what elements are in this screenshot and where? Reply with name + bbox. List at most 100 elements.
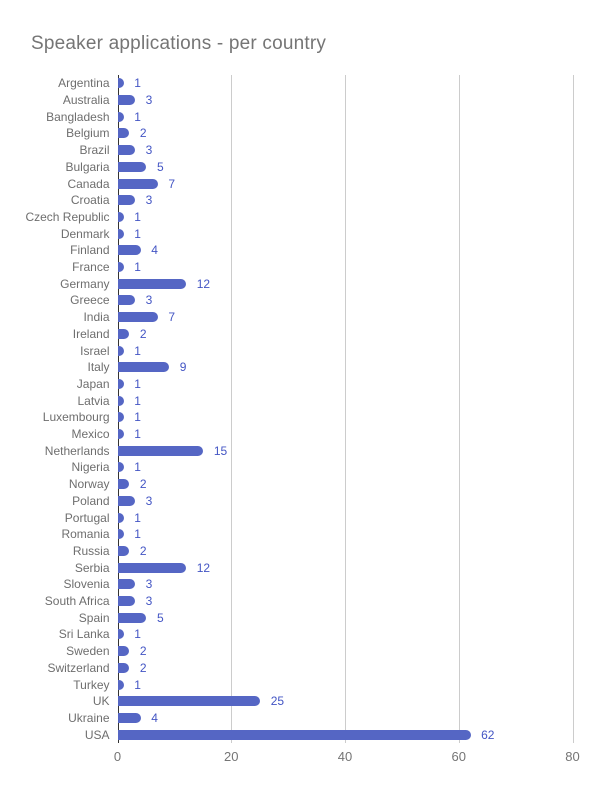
category-label: Switzerland [47,660,110,675]
value-label: 7 [168,310,175,325]
chart-title: Speaker applications - per country [31,33,327,54]
bar [118,395,124,406]
value-label: 1 [134,510,141,525]
x-tick-label: 40 [337,749,353,764]
bar [118,228,124,239]
category-label: Nigeria [71,460,110,475]
category-label: Canada [67,176,110,191]
category-label: Ireland [72,326,110,341]
category-label: Serbia [74,560,110,575]
value-label: 5 [156,610,164,625]
bar-row: Ireland 2 [73,326,573,343]
bar [118,195,136,206]
category-label: Turkey [73,677,110,692]
category-label: Sri Lanka [58,627,110,642]
category-label: South Africa [44,594,110,609]
bar-row: Romania 1 [61,526,573,543]
value-label: 3 [145,594,153,609]
bar [118,211,124,222]
bar [118,545,130,556]
category-label: Spain [78,610,110,625]
value-label: 15 [213,443,228,458]
bar-row: Serbia 12 [75,559,573,576]
bar [118,295,136,306]
x-tick-label: 60 [451,749,466,764]
category-label: Italy [87,360,110,375]
category-label: Greece [70,293,110,308]
category-label: Belgium [66,126,110,141]
value-label: 1 [134,376,141,391]
bar [118,512,124,523]
bar-row: South Africa 3 [45,593,573,610]
value-label: 1 [134,260,141,275]
value-label: 9 [179,360,187,375]
category-label: France [72,260,110,275]
value-label: 1 [134,343,141,358]
value-label: 3 [145,93,153,108]
bar-row: Turkey 1 [73,676,573,693]
bar [118,328,130,339]
category-label: Australia [62,93,110,108]
category-label: Germany [60,276,110,291]
bar [118,579,136,590]
value-label: 12 [196,276,211,291]
bar-row: Poland 3 [72,493,573,510]
bar [118,629,124,640]
bar [118,462,124,473]
category-label: Ukraine [68,710,110,725]
bar [118,529,124,540]
gridline [458,75,460,743]
value-label: 1 [134,209,141,224]
value-label: 1 [134,627,141,642]
bar-row: Ukraine 4 [68,710,573,727]
bar-row: Canada 7 [67,175,573,192]
bar [118,345,124,356]
bar-row: Germany 12 [60,275,573,292]
bar-row: USA 62 [85,726,573,743]
category-label: Russia [72,543,110,558]
bar-row: Czech Republic 1 [25,209,573,226]
bar [118,178,158,189]
bar [118,78,124,89]
bar-row: Nigeria 1 [71,459,573,476]
bar [118,596,136,607]
value-label: 3 [145,493,153,508]
bar-row: Netherlands 15 [45,442,573,459]
category-label: Bangladesh [46,109,110,124]
bar-row: Greece 3 [70,292,573,309]
bar-row: Norway 2 [69,476,573,493]
value-label: 4 [151,243,158,258]
category-label: Brazil [79,143,110,158]
value-label: 2 [139,644,147,659]
bar [118,445,204,456]
value-label: 1 [134,109,141,124]
category-label: Norway [68,477,110,492]
bar-row: Slovenia 3 [63,576,573,593]
bar-row: Italy 9 [87,359,573,376]
bar-row: Bangladesh 1 [46,108,573,125]
bar [118,696,261,707]
bar [118,378,124,389]
value-label: 2 [139,477,147,492]
bar-row: Switzerland 2 [47,660,573,677]
value-label: 1 [134,427,141,442]
value-label: 2 [139,543,147,558]
category-label: Sweden [66,644,110,659]
category-label: Mexico [71,427,110,442]
bar [118,612,147,623]
value-label: 62 [481,727,495,742]
value-label: 1 [134,460,141,475]
bar [118,679,124,690]
bar [118,128,130,139]
bar-row: Mexico 1 [71,426,573,443]
category-label: Finland [70,243,110,258]
bar [118,111,124,122]
x-tick-label: 20 [224,749,239,764]
bar-row: Bulgaria 5 [65,159,573,176]
bar-row: Belgium 2 [66,125,573,142]
category-label: Czech Republic [25,209,110,224]
bar-row: Latvia 1 [77,392,573,409]
bar [118,495,136,506]
category-label: Luxembourg [42,410,110,425]
